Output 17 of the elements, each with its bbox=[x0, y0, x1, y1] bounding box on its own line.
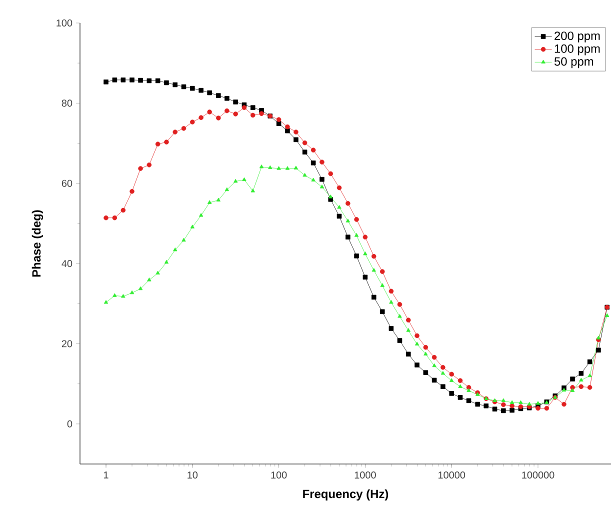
y-tick-label: 60 bbox=[62, 180, 72, 187]
x-tick-label: 10 bbox=[188, 472, 198, 479]
y-tick-label: 20 bbox=[62, 340, 72, 348]
legend-label: 50 ppm bbox=[554, 57, 594, 68]
x-tick-label: 1000 bbox=[354, 472, 376, 479]
x-axis-title: Frequency (Hz) bbox=[303, 489, 388, 501]
y-tick-label: 100 bbox=[56, 19, 72, 27]
x-tick-label: 10000 bbox=[438, 472, 466, 479]
y-tick-label: 80 bbox=[62, 100, 72, 107]
x-tick-label: 100000 bbox=[522, 472, 554, 479]
y-tick-label: 0 bbox=[67, 420, 72, 428]
legend-label: 100 ppm bbox=[554, 44, 600, 56]
y-axis-title: Phase (deg) bbox=[32, 210, 44, 277]
x-tick-label: 1 bbox=[104, 472, 108, 478]
legend-label: 200 ppm bbox=[554, 32, 600, 42]
x-tick-label: 100 bbox=[271, 472, 287, 479]
y-tick-label: 40 bbox=[62, 260, 72, 268]
